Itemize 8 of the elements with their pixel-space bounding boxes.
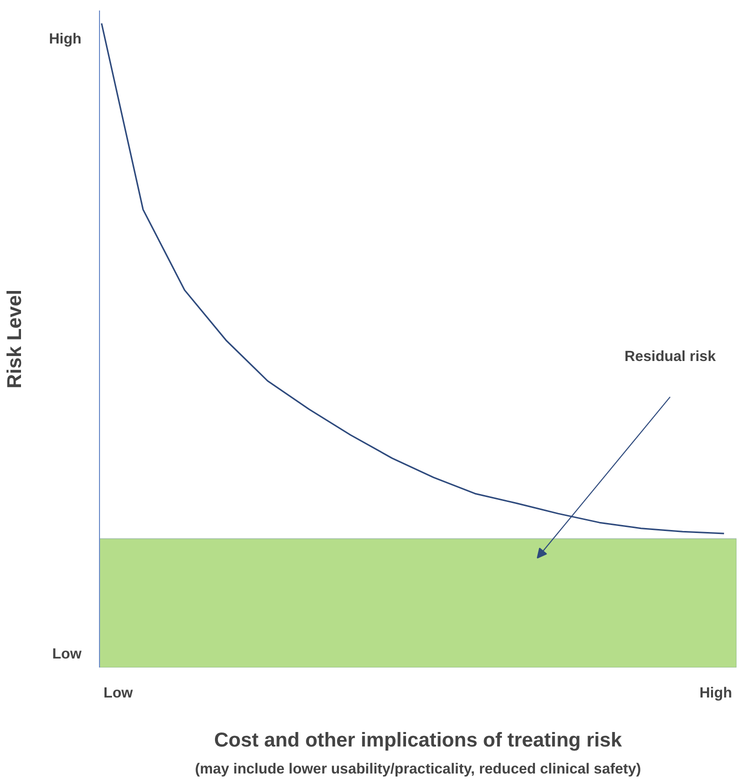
text: High — [48, 31, 82, 48]
text: Low — [52, 646, 82, 663]
annotation: Residual risk — [624, 348, 717, 365]
text: (may include lower usability/practicality, reduced clinical safety) — [194, 762, 642, 778]
y-axis-title: Risk Level — [4, 290, 26, 388]
x-axis-title: Cost and other implications of treating risk — [214, 730, 623, 752]
text: High — [699, 686, 732, 702]
text: Low — [104, 686, 134, 702]
